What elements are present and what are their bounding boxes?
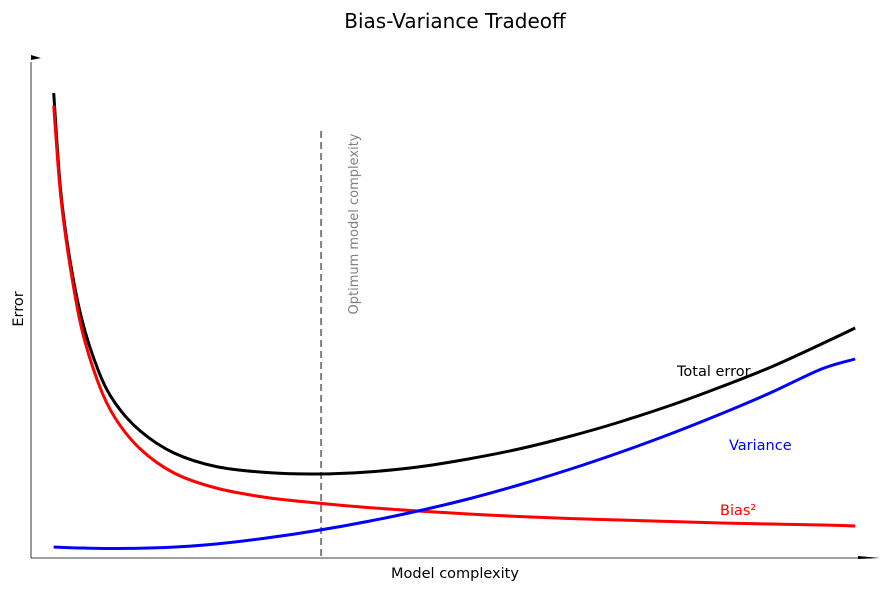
series-line-variance [53, 357, 856, 551]
series-line-bias [52, 105, 856, 528]
series-group [52, 92, 856, 551]
chart-title: Bias-Variance Tradeoff [344, 9, 567, 33]
series-label-variance: Variance [729, 438, 792, 454]
series-line-total-error [52, 92, 856, 476]
optimum-complexity-label: Optimum model complexity [347, 133, 362, 314]
series-label-total-error: Total error [676, 364, 751, 380]
x-axis-label: Model complexity [391, 566, 519, 582]
x-axis-arrow-icon [858, 556, 880, 559]
series-label-bias: Bias² [720, 503, 756, 519]
y-axis-label: Error [11, 291, 27, 326]
y-axis-arrow-icon [31, 55, 41, 60]
